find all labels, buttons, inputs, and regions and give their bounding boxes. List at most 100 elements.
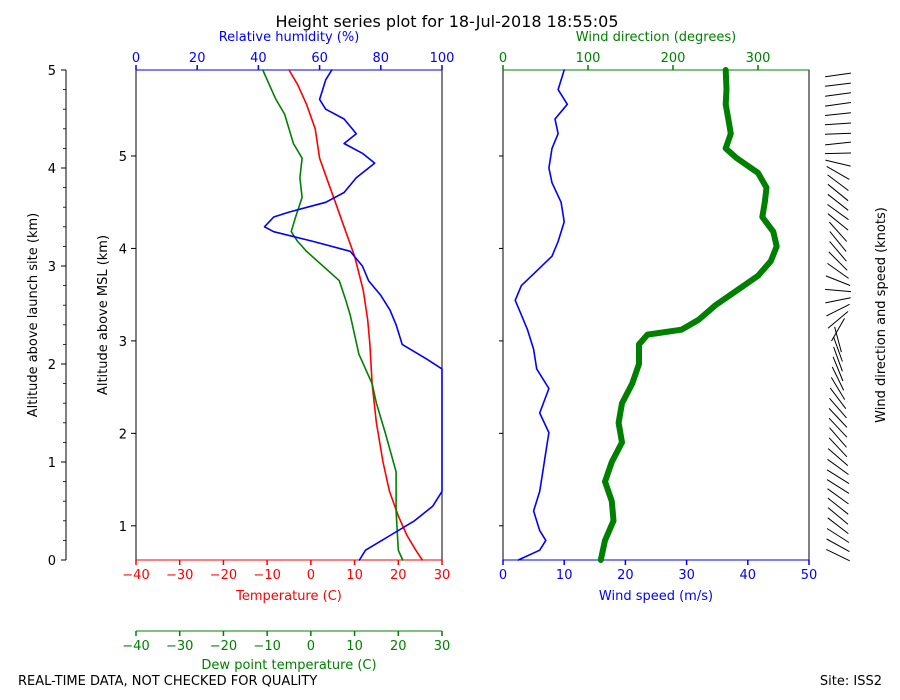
wind-barb (827, 213, 849, 231)
wind-barb (829, 427, 847, 448)
msl-altitude-tick-label: 5 (119, 150, 127, 165)
wind-speed-tick-label: 0 (499, 568, 507, 583)
wind-barb (828, 221, 848, 242)
rh-tick-label: 40 (250, 51, 267, 66)
wind-dir-tick-label: 0 (499, 51, 507, 66)
wind-barb (831, 318, 845, 342)
rh-tick-label: 60 (311, 51, 328, 66)
dewpoint-tick-label: −10 (253, 639, 280, 654)
site-label: Site: ISS2 (819, 674, 882, 689)
wind-barb (827, 193, 849, 211)
outer-altitude-tick-label: 5 (48, 64, 56, 79)
dewpoint-axis-label: Dew point temperature (C) (201, 658, 376, 673)
right-panel-frame (502, 69, 810, 561)
wind-barb (827, 497, 849, 515)
dewpoint-tick-label: 20 (390, 639, 407, 654)
wind-barb (828, 251, 848, 271)
wind-barb (825, 297, 851, 304)
wind-barb (828, 417, 848, 438)
temperature-tick-label: −20 (210, 568, 237, 583)
wind-barb (826, 165, 850, 180)
wind-barb (826, 538, 850, 553)
dewpoint-tick-label: −20 (210, 639, 237, 654)
wind-barb (827, 458, 849, 475)
quality-disclaimer: REAL-TIME DATA, NOT CHECKED FOR QUALITY (18, 674, 318, 689)
outer-altitude-tick-label: 2 (48, 358, 56, 373)
rh-tick-label: 80 (373, 51, 390, 66)
dewpoint-tick-label: 10 (346, 639, 363, 654)
barbs-axis-label: Wind direction and speed (knots) (874, 207, 889, 423)
outer-altitude-tick-label: 0 (48, 554, 56, 569)
relative-humidity-line (263, 69, 443, 561)
wind-barb (826, 469, 850, 485)
wind-barb (829, 397, 847, 419)
temperature-tick-label: 30 (434, 568, 451, 583)
wind-dir-tick-label: 200 (661, 51, 686, 66)
temperature-tick-label: 0 (307, 568, 315, 583)
wind-barb (829, 241, 847, 262)
wind-barb (827, 311, 849, 329)
wind-barb (829, 387, 847, 410)
wind-barb (825, 141, 851, 146)
wind-barb (834, 326, 842, 353)
wind-barb (825, 112, 851, 116)
chart-title: Height series plot for 18-Jul-2018 18:55… (275, 12, 618, 31)
wind-speed-line (514, 69, 569, 561)
wind-barb (825, 159, 851, 167)
wind-barb (827, 488, 849, 505)
wind-speed-tick-label: 50 (801, 568, 818, 583)
outer-altitude-tick-label: 1 (48, 456, 56, 471)
wind-speed-tick-label: 40 (740, 568, 757, 583)
wind-direction-line (597, 67, 780, 563)
wind-barb (824, 132, 852, 135)
wind-barb (827, 517, 849, 534)
wind-barb (828, 437, 848, 458)
msl-altitude-tick-label: 2 (119, 427, 127, 442)
msl-altitude-tick-label: 3 (119, 335, 127, 350)
wind-barb (825, 92, 851, 97)
temperature-tick-label: −40 (122, 568, 149, 583)
wind-barb (826, 303, 850, 317)
wind-barb (824, 152, 852, 155)
wind-speed-tick-label: 30 (678, 568, 695, 583)
wind-barb (827, 204, 849, 221)
rh-axis-label: Relative humidity (%) (219, 30, 360, 45)
wind-barbs (824, 72, 852, 562)
wind-barb (833, 346, 843, 372)
outer-altitude-tick-label: 3 (48, 260, 56, 275)
wind-barb (828, 408, 848, 428)
wind-barb (826, 479, 850, 494)
wind-barb (826, 548, 850, 562)
wind-barb (830, 377, 846, 400)
temperature-axis-label: Temperature (C) (235, 589, 342, 604)
wind-barb (827, 507, 849, 525)
msl-altitude-tick-label: 4 (119, 242, 127, 257)
wind-barb (831, 366, 845, 391)
wind-barb (824, 288, 852, 293)
wind-barb (825, 72, 851, 78)
wind-barb (827, 183, 849, 202)
temperature-tick-label: −10 (253, 568, 280, 583)
wind-barb (825, 275, 851, 286)
temperature-line (288, 69, 424, 561)
rh-tick-label: 100 (430, 51, 455, 66)
wind-dir-tick-label: 300 (746, 51, 771, 66)
wind-speed-tick-label: 20 (617, 568, 634, 583)
wind-barb (829, 231, 847, 252)
dewpoint-tick-label: −40 (122, 639, 149, 654)
msl-altitude-axis-label: Altitude above MSL (km) (96, 235, 111, 395)
rh-tick-label: 0 (132, 51, 140, 66)
wind-barb (825, 102, 851, 107)
dewpoint-tick-label: 30 (434, 639, 451, 654)
wind-speed-tick-label: 10 (556, 568, 573, 583)
wind-dir-axis-label: Wind direction (degrees) (576, 30, 736, 45)
outer-altitude-axis-label: Altitude above launch site (km) (26, 213, 41, 417)
wind-speed-axis-label: Wind speed (m/s) (599, 589, 713, 604)
wind-dir-tick-label: 100 (576, 51, 601, 66)
temperature-tick-label: 20 (390, 568, 407, 583)
wind-barb (827, 262, 849, 279)
rh-tick-label: 20 (189, 51, 206, 66)
dew-point-temperature-line (261, 69, 404, 561)
wind-barb (827, 174, 849, 191)
